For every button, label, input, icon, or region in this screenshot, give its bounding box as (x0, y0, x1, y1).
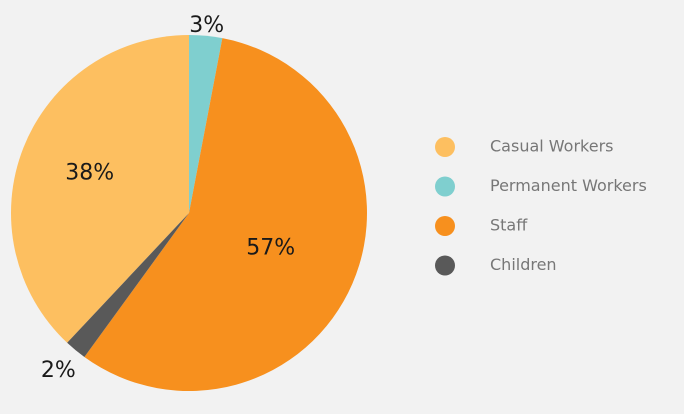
data-label: 57% (246, 235, 295, 260)
data-label: 2% (41, 358, 76, 383)
legend-label: Casual Workers (490, 137, 614, 156)
pie-slice (67, 213, 189, 358)
legend-swatch (435, 176, 455, 197)
legend-label: Permanent Workers (490, 176, 647, 195)
pie-slice (189, 35, 223, 213)
legend-swatch (435, 216, 455, 236)
data-label: 3% (189, 13, 224, 38)
pie-slice (11, 35, 190, 343)
data-label: 38% (65, 161, 114, 186)
legend-label: Children (490, 255, 557, 274)
legend-swatch (435, 137, 455, 157)
legend-label: Staff (490, 216, 528, 235)
legend-swatch (435, 255, 455, 276)
pie-slice (84, 38, 368, 392)
